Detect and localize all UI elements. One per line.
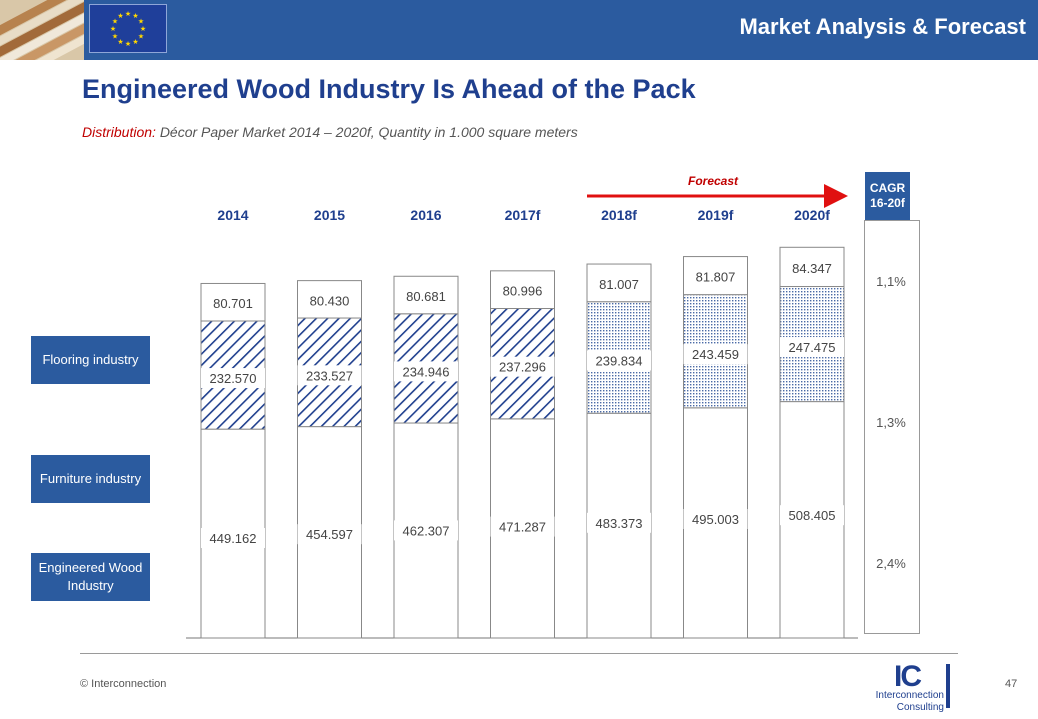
label-engineered-2017f: 471.287 [499, 520, 546, 535]
label-furniture-2018f-bg [587, 350, 651, 371]
flooring-industry-tag: Flooring industry [31, 336, 150, 384]
label-flooring-2014: 80.701 [213, 296, 253, 311]
label-furniture-2014: 232.570 [210, 371, 257, 386]
label-engineered-2017f-bg [490, 516, 555, 537]
eu-flag-icon: ★ ★★★★★★★★★★★ [89, 4, 167, 53]
header-band: ★ ★ ★ ★ ★ ★ ★ ★ ★ ★ ★ ★ Market Analysis & Forecast [0, 0, 1038, 60]
year-label-2017f: 2017f [505, 207, 541, 223]
label-flooring-2015-bg [301, 290, 358, 311]
label-flooring-2017f-bg [494, 280, 551, 301]
year-label-2014: 2014 [217, 207, 248, 223]
year-label-2016: 2016 [410, 207, 441, 223]
page-number: 47 [1005, 678, 1018, 690]
cagr-engineered-value: 2,4% [876, 556, 906, 571]
label-furniture-2019f: 243.459 [692, 347, 739, 362]
label-furniture-2020f: 247.475 [789, 340, 836, 355]
year-label-2015: 2015 [314, 207, 345, 223]
label-furniture-2017f-bg [490, 356, 555, 377]
cagr-flooring-value: 1,1% [876, 274, 906, 289]
label-engineered-2018f: 483.373 [596, 516, 643, 531]
label-engineered-2020f-bg [780, 505, 844, 526]
slide-subtitle: Distribution: Décor Paper Market 2014 – … [82, 124, 578, 140]
eu-star-icon: ★ [112, 33, 118, 41]
subtitle-text: Décor Paper Market 2014 – 2020f, Quantit… [159, 124, 578, 140]
header-title: Market Analysis & Forecast [739, 14, 1026, 39]
eu-star-icon: ★ [125, 40, 131, 48]
label-furniture-2016-bg [394, 361, 458, 382]
eu-star-icon: ★ [132, 12, 138, 20]
slide-title: Engineered Wood Industry Is Ahead of the… [82, 74, 696, 104]
paper-rolls-image [0, 0, 84, 60]
label-flooring-2014-bg [205, 293, 261, 314]
label-furniture-2015-bg [297, 365, 362, 386]
label-flooring-2015: 80.430 [310, 293, 350, 308]
eu-star-icon: ★ [125, 10, 131, 18]
eu-star-icon: ★ [110, 25, 116, 33]
logo-line2: Consulting [896, 702, 944, 713]
label-flooring-2016: 80.681 [406, 289, 446, 304]
cagr-furniture-value: 1,3% [876, 415, 906, 430]
interconnection-logo: IC Interconnection Consulting [872, 660, 954, 713]
year-label-2019f: 2019f [698, 207, 734, 223]
eu-star-icon: ★ [117, 38, 123, 46]
label-flooring-2019f: 81.807 [696, 270, 736, 285]
cagr-column [864, 220, 920, 634]
label-flooring-2018f: 81.007 [599, 277, 639, 292]
label-engineered-2016: 462.307 [403, 523, 450, 538]
logo-line1: Interconnection [875, 690, 944, 701]
label-engineered-2020f: 508.405 [789, 508, 836, 523]
footer-divider [80, 653, 958, 654]
label-furniture-2015: 233.527 [306, 368, 353, 383]
label-engineered-2014: 449.162 [210, 531, 257, 546]
forecast-label: Forecast [687, 174, 739, 188]
label-furniture-2018f: 239.834 [596, 353, 643, 368]
label-flooring-2020f-bg [784, 257, 840, 278]
engineered-wood-industry-tag: Engineered Wood Industry [31, 553, 150, 601]
label-engineered-2018f-bg [587, 512, 651, 533]
furniture-industry-tag: Furniture industry [31, 455, 150, 503]
label-flooring-2018f-bg [591, 273, 647, 294]
label-furniture-2020f-bg [780, 337, 844, 358]
label-flooring-2020f: 84.347 [792, 261, 832, 276]
label-flooring-2019f-bg [687, 266, 744, 287]
eu-star-icon: ★ [117, 12, 123, 20]
logo-bar [946, 664, 950, 708]
label-flooring-2016-bg [398, 286, 454, 307]
copyright-text: © Interconnection [80, 678, 167, 690]
logo-initials: IC [894, 660, 922, 693]
label-engineered-2014-bg [201, 528, 265, 548]
eu-star-icon: ★ [132, 38, 138, 46]
label-engineered-2015-bg [297, 524, 362, 545]
cagr-header: CAGR 16-20f [865, 172, 910, 220]
label-furniture-2016: 234.946 [403, 364, 450, 379]
label-engineered-2015: 454.597 [306, 527, 353, 542]
label-engineered-2019f: 495.003 [692, 512, 739, 527]
eu-star-icon: ★ [138, 33, 144, 41]
label-furniture-2017f: 237.296 [499, 360, 546, 375]
eu-star-icon: ★ [138, 18, 144, 26]
label-engineered-2016-bg [394, 520, 458, 541]
eu-star-icon: ★ [140, 25, 146, 33]
year-label-2020f: 2020f [794, 207, 830, 223]
label-engineered-2019f-bg [683, 509, 748, 529]
label-flooring-2017f: 80.996 [503, 284, 543, 299]
label-furniture-2014-bg [201, 368, 265, 389]
year-label-2018f: 2018f [601, 207, 637, 223]
subtitle-label: Distribution: [82, 124, 156, 140]
eu-star-icon: ★ [112, 18, 118, 26]
label-furniture-2019f-bg [683, 344, 748, 365]
